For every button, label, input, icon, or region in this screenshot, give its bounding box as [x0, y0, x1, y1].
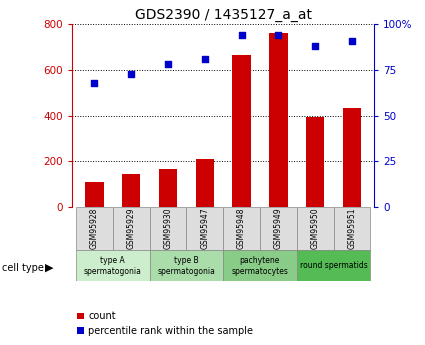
Text: ▶: ▶	[45, 263, 53, 273]
Point	[91, 80, 98, 86]
Bar	[76, 327, 84, 334]
Point	[128, 71, 135, 76]
Text: round spermatids: round spermatids	[300, 261, 367, 270]
Text: GSM95947: GSM95947	[200, 208, 209, 249]
Point	[201, 56, 208, 62]
Bar	[150, 250, 223, 281]
Text: cell type: cell type	[2, 263, 44, 273]
Point	[164, 62, 171, 67]
Bar	[85, 182, 104, 207]
Text: pachytene
spermatocytes: pachytene spermatocytes	[232, 256, 288, 276]
Text: GSM95928: GSM95928	[90, 208, 99, 249]
Bar	[196, 159, 214, 207]
Bar	[260, 207, 297, 250]
Bar	[186, 207, 223, 250]
Bar	[269, 33, 288, 207]
Point	[275, 32, 282, 38]
Bar	[113, 207, 150, 250]
Text: percentile rank within the sample: percentile rank within the sample	[88, 326, 253, 335]
Bar	[150, 207, 186, 250]
Bar	[334, 207, 370, 250]
Bar	[159, 169, 177, 207]
Point	[348, 38, 355, 43]
Text: GSM95930: GSM95930	[164, 208, 173, 249]
Bar	[223, 207, 260, 250]
Text: GSM95949: GSM95949	[274, 208, 283, 249]
Text: type A
spermatogonia: type A spermatogonia	[84, 256, 142, 276]
Bar	[232, 55, 251, 207]
Text: GSM95951: GSM95951	[347, 208, 357, 249]
Title: GDS2390 / 1435127_a_at: GDS2390 / 1435127_a_at	[135, 8, 312, 22]
Bar	[76, 250, 150, 281]
Bar	[297, 207, 334, 250]
Bar	[297, 250, 370, 281]
Bar	[306, 117, 324, 207]
Bar	[76, 313, 84, 319]
Point	[312, 43, 318, 49]
Text: GSM95948: GSM95948	[237, 208, 246, 249]
Text: GSM95950: GSM95950	[311, 208, 320, 249]
Bar	[343, 108, 361, 207]
Bar	[223, 250, 297, 281]
Text: type B
spermatogonia: type B spermatogonia	[157, 256, 215, 276]
Bar	[76, 207, 113, 250]
Text: count: count	[88, 311, 116, 321]
Text: GSM95929: GSM95929	[127, 208, 136, 249]
Bar	[122, 174, 140, 207]
Point	[238, 32, 245, 38]
